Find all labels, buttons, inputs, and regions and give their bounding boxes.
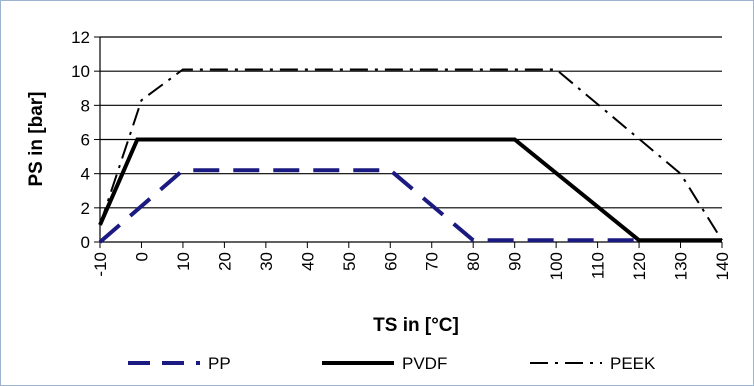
legend-label-peek: PEEK bbox=[610, 354, 656, 373]
x-tick-label: 130 bbox=[672, 252, 691, 280]
x-tick-label: -10 bbox=[91, 252, 110, 277]
x-tick-label: 10 bbox=[174, 252, 193, 271]
y-tick-label: 6 bbox=[81, 131, 90, 150]
x-tick-label: 70 bbox=[423, 252, 442, 271]
y-tick-label: 0 bbox=[81, 233, 90, 252]
legend-label-pvdf: PVDF bbox=[402, 354, 447, 373]
x-tick-label: 80 bbox=[464, 252, 483, 271]
x-tick-label: 50 bbox=[340, 252, 359, 271]
y-tick-label: 4 bbox=[81, 165, 90, 184]
x-tick-label: 120 bbox=[630, 252, 649, 280]
series-line-pp bbox=[98, 168, 640, 244]
legend: PP PVDF PEEK bbox=[128, 354, 656, 373]
x-tick-label: 20 bbox=[215, 252, 234, 271]
x-tick-label: 60 bbox=[381, 252, 400, 271]
x-tick-label: 100 bbox=[547, 252, 566, 280]
y-tick-label: 10 bbox=[71, 62, 90, 81]
grid-lines bbox=[100, 36, 722, 209]
y-axis-title: PS in [bar] bbox=[26, 91, 47, 186]
x-tick-label: 110 bbox=[589, 252, 608, 279]
y-tick-label: 2 bbox=[81, 199, 90, 218]
y-tick-label: 8 bbox=[81, 96, 90, 115]
series-line-peek bbox=[99, 68, 723, 241]
x-tick-label: 30 bbox=[257, 252, 276, 271]
x-tick-label: 140 bbox=[713, 252, 732, 280]
series-line-pvdf bbox=[98, 137, 722, 243]
x-tick-label: 90 bbox=[506, 252, 525, 271]
x-axis-title: TS in [°C] bbox=[373, 315, 459, 336]
x-tick-label: 40 bbox=[298, 252, 317, 271]
y-tick-label: 12 bbox=[71, 28, 90, 47]
legend-label-pp: PP bbox=[208, 354, 231, 373]
x-tick-label: 0 bbox=[132, 252, 151, 261]
series-lines bbox=[98, 68, 723, 244]
